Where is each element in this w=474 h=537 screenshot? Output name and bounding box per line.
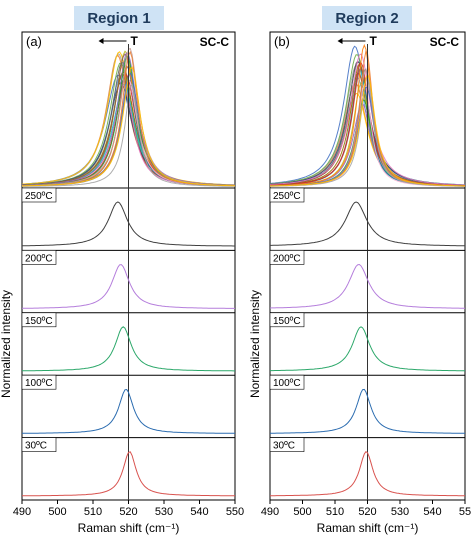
- temperature-label-box: [21, 374, 57, 390]
- sample-label: SC-C: [200, 35, 230, 49]
- temperature-label: 30ºC: [25, 441, 47, 452]
- x-tick-label: 490: [13, 506, 31, 518]
- spectrum-200c: [269, 263, 465, 309]
- temperature-label: 150ºC: [25, 316, 53, 327]
- chart-panel-b: Region 2 (b) SC-C T 250ºC 200ºC 150ºC 100ºC 30ºC…: [248, 6, 471, 535]
- temperature-arrow-label: T: [131, 34, 139, 48]
- x-tick-label: 500: [48, 506, 66, 518]
- x-axis-label: Raman shift (cm⁻¹): [317, 521, 419, 535]
- temperature-label: 250ºC: [273, 191, 301, 202]
- spectrum-200c: [22, 264, 235, 309]
- x-tick-label: 530: [155, 506, 173, 518]
- spectrum-100c: [22, 388, 235, 434]
- temperature-label: 200ºC: [273, 253, 301, 264]
- spectrum-150c: [22, 326, 235, 372]
- x-tick-label: 530: [391, 506, 409, 518]
- spectrum-250c: [270, 201, 465, 247]
- panel-letter: (b): [274, 34, 290, 49]
- temperature-label-box: [269, 312, 305, 328]
- temperature-arrow-head: [337, 38, 343, 44]
- temperature-label: 150ºC: [273, 316, 301, 327]
- region-title: Region 2: [335, 10, 398, 27]
- x-tick-label: 520: [358, 506, 376, 518]
- sample-label: SC-C: [430, 35, 460, 49]
- temperature-label: 30ºC: [273, 441, 295, 452]
- y-axis-label: Normalized intensity: [0, 290, 13, 398]
- x-tick-label: 500: [293, 506, 311, 518]
- x-tick-label: 55: [459, 506, 471, 518]
- y-axis-label: Normalized intensity: [248, 290, 262, 398]
- x-tick-label: 520: [119, 506, 137, 518]
- spectrum-30c: [21, 451, 235, 497]
- x-tick-label: 540: [423, 506, 441, 518]
- x-tick-label: 540: [190, 506, 208, 518]
- region-title-box: [322, 6, 412, 30]
- region-title: Region 1: [87, 10, 150, 27]
- chart-panel-a: Region 1 (a) SC-C T 250ºC 200ºC 150ºC 100ºC 30ºC…: [0, 6, 244, 535]
- temperature-label-box: [269, 374, 305, 390]
- x-axis-label: Raman shift (cm⁻¹): [78, 521, 180, 535]
- x-tick-label: 510: [326, 506, 344, 518]
- temperature-label-box: [269, 250, 305, 265]
- temperature-arrow-head: [98, 38, 104, 44]
- temperature-label: 250ºC: [25, 191, 53, 202]
- x-tick-label: 490: [261, 506, 279, 518]
- spectrum-250c: [21, 201, 235, 247]
- x-tick-label: 550: [226, 506, 244, 518]
- x-tick-label: 510: [84, 506, 102, 518]
- temperature-label: 100ºC: [273, 378, 301, 389]
- temperature-label-box: [21, 187, 57, 203]
- panel-letter: (a): [26, 34, 42, 49]
- temperature-label: 100ºC: [25, 378, 53, 389]
- spectrum-30c: [270, 451, 465, 497]
- spectrum-150c: [270, 326, 465, 372]
- temperature-label-box: [269, 187, 305, 203]
- temperature-label-box: [21, 250, 57, 265]
- region-title-box: [74, 6, 164, 30]
- temperature-label: 200ºC: [25, 253, 53, 264]
- spectrum-100c: [270, 388, 466, 434]
- temperature-arrow-label: T: [370, 34, 378, 48]
- temperature-label-box: [21, 437, 57, 452]
- temperature-label-box: [21, 312, 57, 328]
- temperature-label-box: [269, 437, 305, 452]
